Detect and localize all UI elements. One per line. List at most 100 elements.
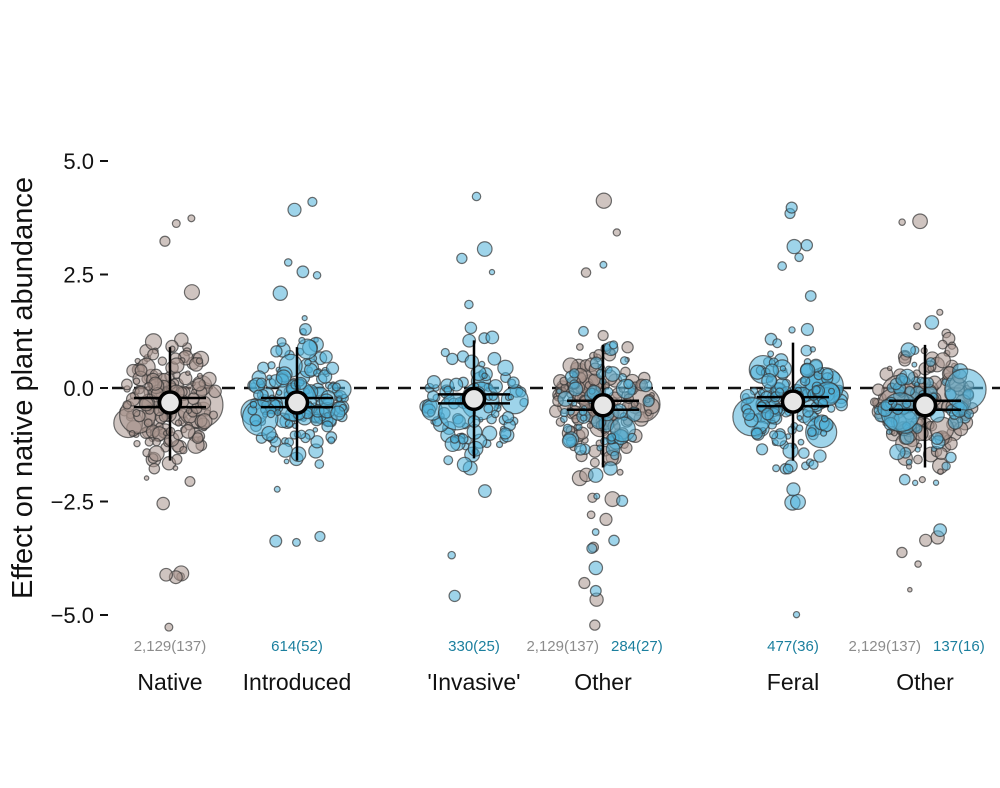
data-point	[944, 368, 987, 411]
data-point	[589, 619, 601, 631]
data-point	[184, 475, 196, 487]
data-point	[610, 450, 620, 461]
data-point	[914, 560, 922, 568]
data-point	[310, 435, 324, 449]
data-point	[604, 366, 621, 382]
data-point	[569, 368, 580, 379]
data-point	[907, 586, 913, 593]
data-point	[798, 447, 810, 459]
data-point	[595, 192, 613, 209]
data-point	[580, 267, 592, 278]
data-point	[782, 442, 799, 459]
data-point	[932, 479, 940, 486]
category-label: Other	[896, 669, 954, 695]
data-point	[266, 374, 273, 381]
data-point	[769, 430, 779, 440]
data-point	[183, 284, 201, 301]
data-point	[147, 348, 160, 361]
data-point	[132, 408, 141, 418]
data-point	[156, 496, 170, 511]
data-point	[464, 354, 480, 370]
data-point	[143, 418, 153, 428]
data-point	[196, 372, 203, 379]
data-point	[772, 338, 783, 349]
data-point	[187, 214, 196, 223]
data-point	[755, 443, 769, 456]
data-point	[171, 219, 181, 229]
data-point	[619, 356, 629, 366]
data-point	[934, 352, 951, 369]
data-point	[574, 442, 587, 456]
data-point	[937, 339, 948, 350]
y-axis: 5.0 2.5 0.0 −2.5 −5.0	[51, 149, 108, 628]
sample-count-native: 2,129(137)	[526, 638, 599, 655]
data-point	[304, 358, 312, 367]
data-point	[164, 622, 174, 632]
y-axis-title: Effect on native plant abundance	[7, 177, 39, 599]
y-tick-label: −5.0	[51, 603, 94, 628]
data-point	[159, 567, 174, 582]
data-point	[159, 235, 171, 247]
data-point	[914, 446, 921, 453]
data-point	[284, 419, 294, 428]
data-point	[191, 432, 204, 444]
data-point	[779, 365, 787, 372]
data-point	[911, 479, 919, 487]
data-point	[270, 345, 283, 358]
data-point	[456, 456, 473, 473]
data-point	[507, 376, 520, 389]
data-point	[497, 359, 514, 377]
data-point	[321, 420, 334, 433]
data-point	[275, 389, 283, 396]
data-point	[612, 228, 622, 237]
data-point	[945, 451, 957, 464]
data-point	[785, 201, 798, 214]
data-point	[794, 252, 804, 263]
data-point	[639, 378, 653, 393]
data-point	[327, 436, 336, 445]
data-point	[872, 383, 885, 396]
data-point	[804, 290, 817, 302]
data-point	[426, 374, 441, 389]
data-point	[152, 437, 161, 447]
data-point	[462, 333, 477, 348]
data-point	[786, 238, 802, 255]
data-point	[645, 409, 653, 417]
data-point	[616, 468, 624, 476]
data-point	[933, 523, 948, 538]
category-labels: Native 2,129(137) Introduced 614(52) 'Invasi…	[134, 638, 985, 695]
data-point	[578, 325, 589, 337]
group-summaries	[134, 340, 961, 468]
data-point	[261, 425, 277, 442]
data-point	[174, 332, 189, 348]
data-point	[828, 387, 836, 395]
data-point	[623, 378, 634, 390]
data-point	[277, 442, 293, 458]
data-point	[301, 315, 308, 322]
data-point	[800, 322, 814, 337]
data-point	[122, 400, 132, 410]
data-point	[556, 388, 563, 395]
data-point	[253, 389, 264, 401]
category-label: Introduced	[243, 669, 352, 695]
data-point	[298, 336, 306, 345]
data-point	[912, 423, 923, 434]
data-point	[796, 415, 803, 421]
y-tick-label: −2.5	[51, 490, 94, 515]
data-point	[464, 321, 478, 335]
data-point	[208, 384, 222, 399]
mean-point	[157, 390, 183, 415]
data-point	[767, 350, 775, 358]
data-point	[144, 382, 153, 391]
data-point	[143, 475, 150, 481]
mean-point	[284, 390, 310, 415]
data-point	[561, 433, 578, 449]
data-point	[913, 322, 922, 331]
data-point	[456, 252, 468, 265]
data-point	[481, 425, 498, 441]
group-summary	[134, 347, 206, 461]
data-point	[589, 356, 603, 370]
data-point	[148, 445, 165, 462]
data-point	[575, 343, 584, 351]
data-point	[885, 428, 893, 435]
